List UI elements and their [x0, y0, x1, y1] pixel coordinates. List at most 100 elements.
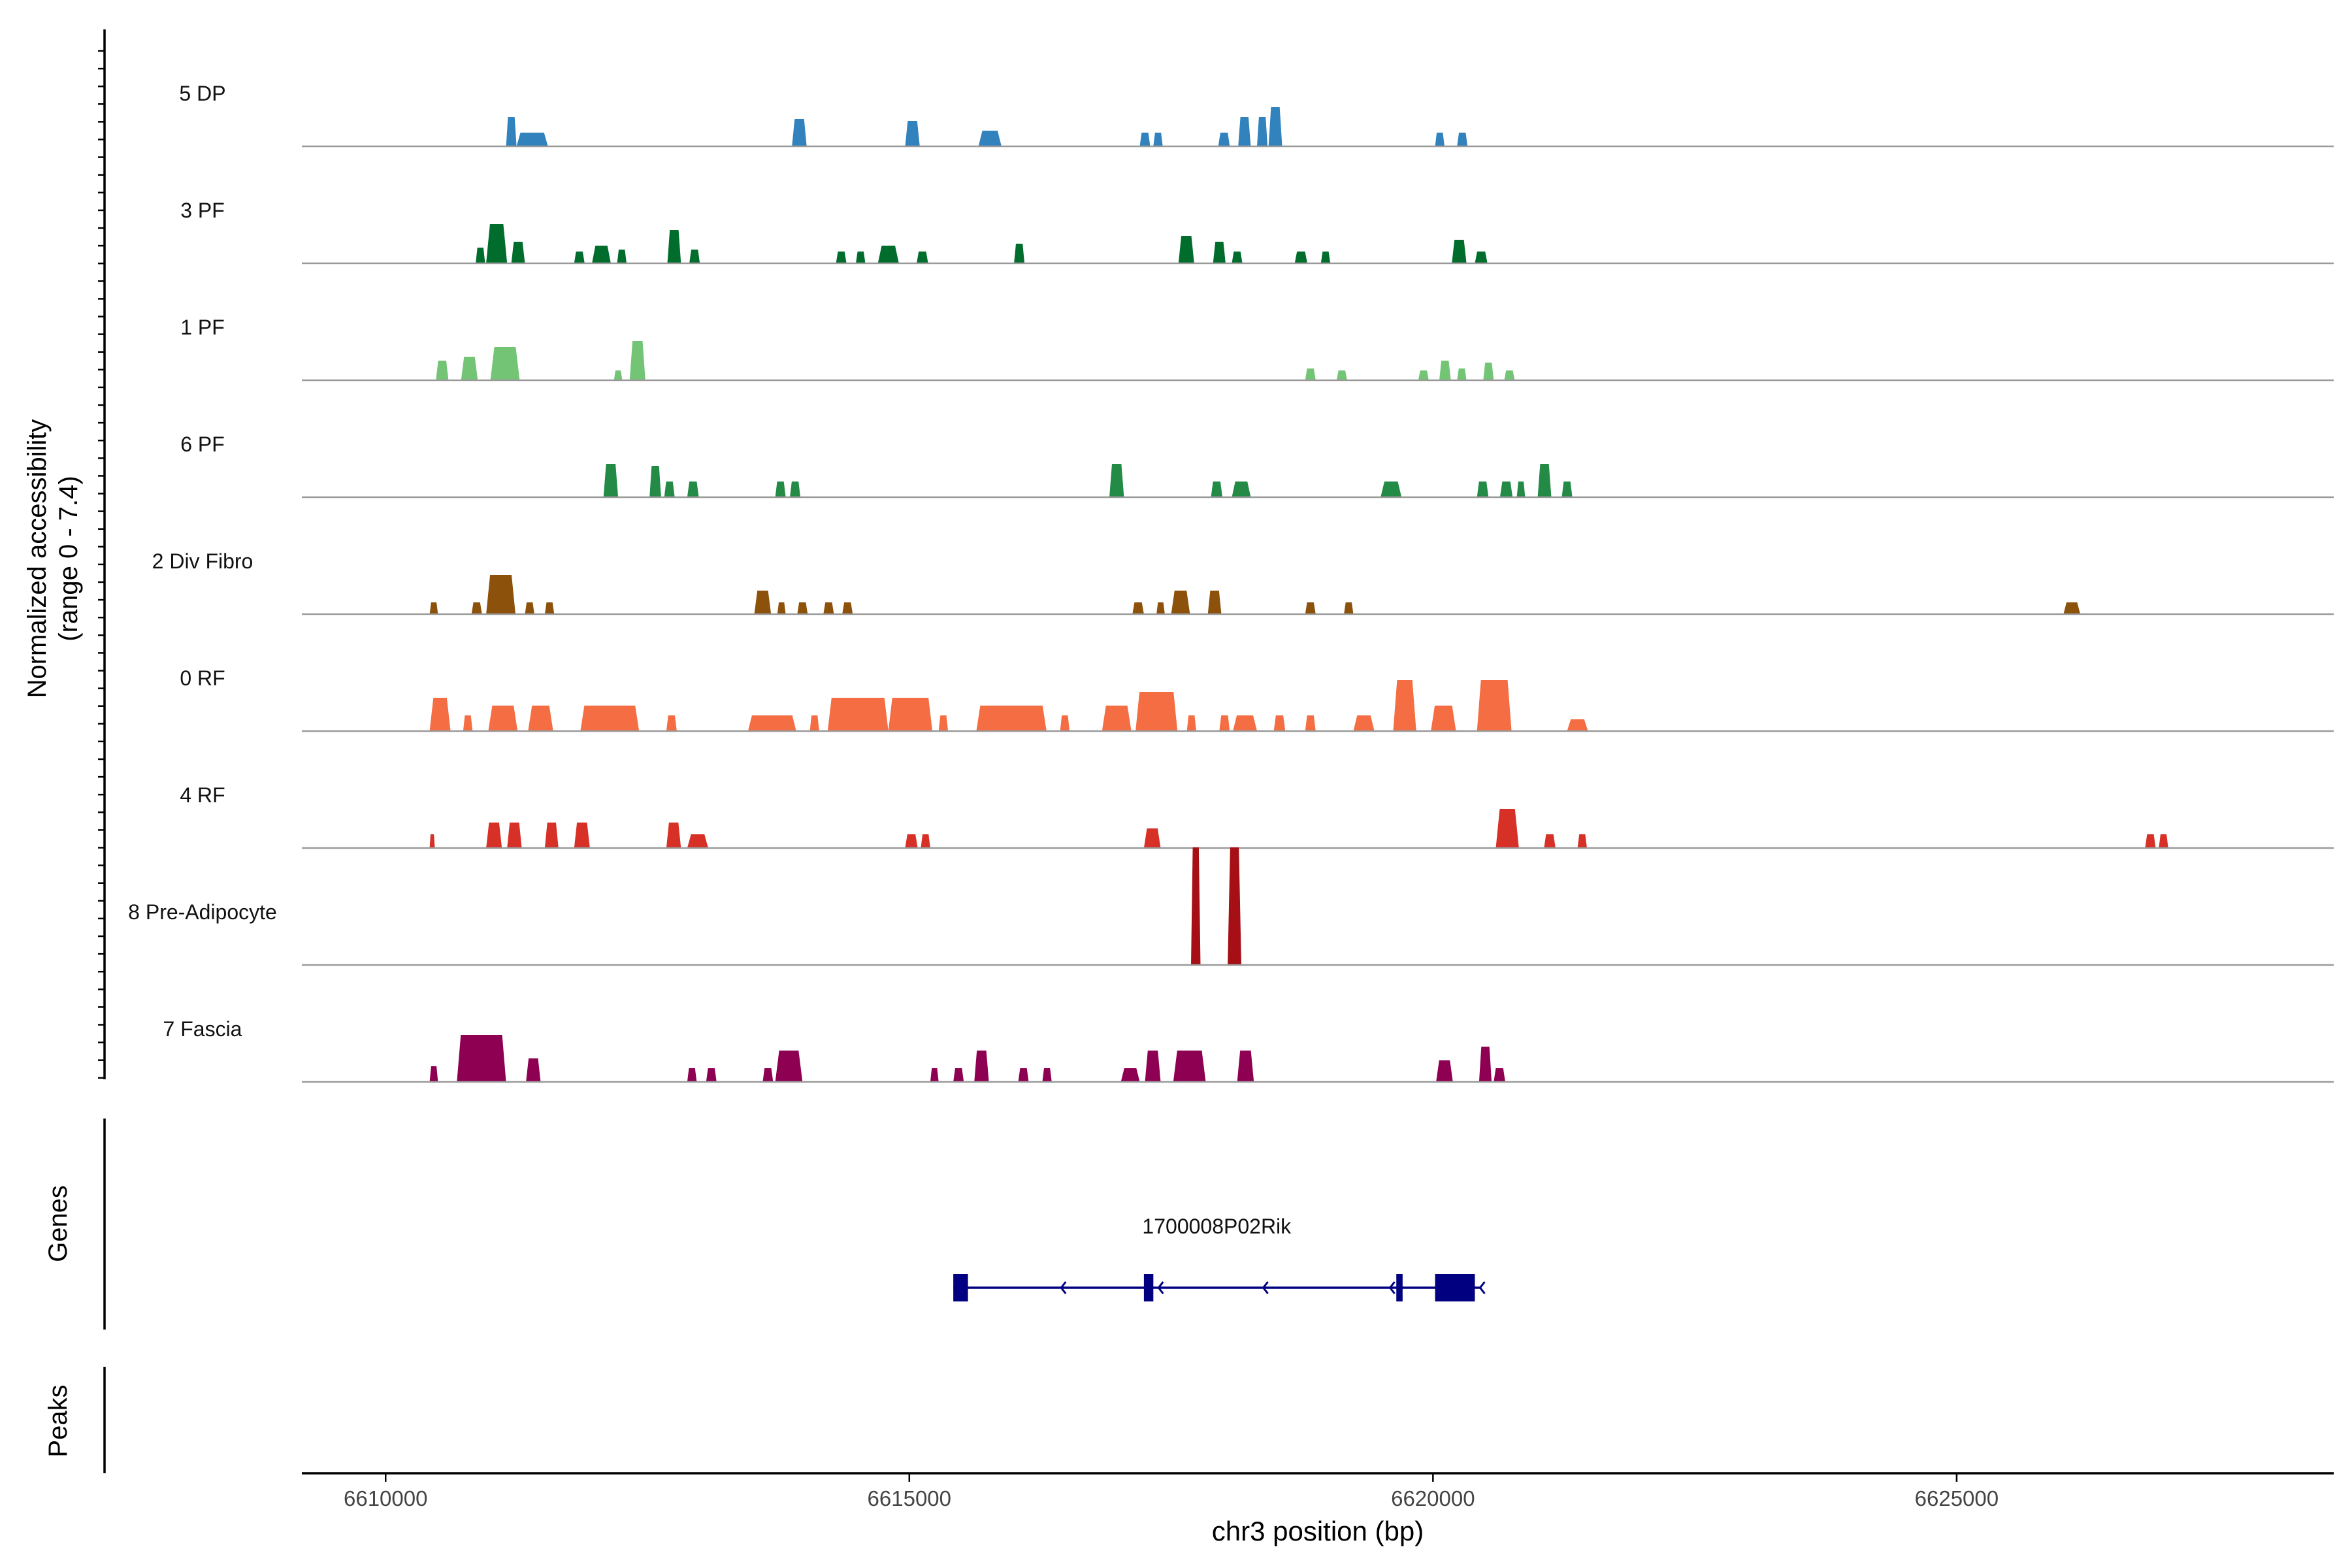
coverage-peak: [544, 602, 555, 614]
coverage-peak: [1305, 715, 1316, 731]
coverage-peak: [436, 361, 449, 380]
coverage-peak: [1567, 719, 1588, 731]
coverage-peak: [1483, 363, 1494, 380]
coverage-peak: [1143, 828, 1161, 848]
coverage-peak: [525, 602, 534, 614]
coverage-peak: [544, 823, 559, 848]
x-tick-label: 6615000: [868, 1486, 951, 1511]
coverage-peak: [888, 698, 933, 731]
track-label: 3 PF: [180, 199, 225, 222]
coverage-peak: [1457, 133, 1468, 146]
coverage-peak: [1232, 252, 1243, 263]
coverage-peak: [1494, 1068, 1505, 1082]
coverage-peak: [429, 834, 435, 848]
coverage-peak: [905, 834, 918, 848]
coverage-peak: [976, 706, 1047, 731]
coverage-peak: [490, 347, 520, 380]
coverage-peak: [1561, 482, 1573, 497]
coverage-peak: [592, 246, 611, 263]
coverage-peak: [1139, 133, 1151, 146]
coverage-peak: [1353, 715, 1375, 731]
coverage-peak: [797, 602, 808, 614]
coverage-peak: [1228, 847, 1241, 965]
coverage-peak: [506, 117, 517, 146]
coverage-peak: [1457, 368, 1467, 380]
coverage-peak: [507, 823, 522, 848]
coverage-peak: [2063, 602, 2081, 614]
coverage-peak: [516, 133, 548, 146]
strand-arrow: [1060, 1281, 1067, 1294]
coverage-peak: [1156, 602, 1165, 614]
coverage-peak: [687, 482, 699, 497]
coverage-peak: [1213, 242, 1226, 263]
gene-exon: [1143, 1274, 1154, 1301]
coverage-peak: [1380, 482, 1402, 497]
coverage-peak: [1014, 244, 1025, 263]
coverage-peak: [461, 357, 478, 380]
y-axis-ticks: [98, 50, 105, 1079]
coverage-peak: [790, 482, 801, 497]
coverage-peak: [603, 464, 619, 497]
track-1-pf: 1 PF: [180, 316, 2334, 382]
coverage-peak: [486, 224, 508, 263]
coverage-peak: [463, 715, 473, 731]
coverage-peak: [809, 715, 819, 731]
coverage-peak: [629, 341, 645, 380]
track-5-dp: 5 DP: [179, 82, 2334, 148]
track-label: 5 DP: [179, 82, 225, 105]
x-tick-label: 6610000: [344, 1486, 427, 1511]
coverage-peak: [1207, 591, 1222, 614]
coverage-peak: [1495, 809, 1519, 848]
coverage-peak: [471, 602, 482, 614]
coverage-peak: [1273, 715, 1286, 731]
gene-layer: [953, 1274, 1486, 1301]
track-6-pf: 6 PF: [180, 433, 2334, 498]
track-8-pre-adipocyte: 8 Pre-Adipocyte: [128, 847, 2334, 966]
coverage-peak: [664, 482, 675, 497]
coverage-peak: [1257, 117, 1268, 146]
coverage-peak: [1439, 361, 1451, 380]
coverage-peak: [613, 370, 623, 380]
coverage-peak: [1305, 602, 1316, 614]
coverage-peak: [687, 834, 708, 848]
peaks-panel-label: Peaks: [44, 1384, 73, 1457]
coverage-peak: [1344, 602, 1354, 614]
coverage-peak: [754, 591, 772, 614]
coverage-peak: [1431, 706, 1456, 731]
coverage-peak: [1102, 706, 1132, 731]
gene-exon: [953, 1274, 968, 1301]
track-label: 4 RF: [180, 783, 225, 807]
coverage-peak: [921, 834, 930, 848]
track-7-fascia: 7 Fascia: [163, 1017, 2334, 1083]
coverage-peak: [1516, 482, 1526, 497]
coverage-peak: [747, 715, 796, 731]
strand-arrow: [1262, 1281, 1269, 1294]
coverage-peak: [1191, 847, 1201, 965]
coverage-peak: [1018, 1068, 1029, 1082]
coverage-peak: [1173, 1051, 1206, 1082]
coverage-peak: [762, 1068, 774, 1082]
coverage-peak: [667, 230, 681, 263]
coverage-peak: [526, 1058, 541, 1082]
coverage-peak: [836, 252, 847, 263]
track-3-pf: 3 PF: [180, 199, 2334, 265]
y-axis-label-line1: Normalized accessibility: [23, 419, 52, 698]
strand-arrow: [1478, 1281, 1486, 1294]
coverage-peak: [1436, 1060, 1453, 1082]
coverage-peak: [1132, 602, 1144, 614]
coverage-peak: [905, 121, 920, 146]
tracks-layer: 5 DP 3 PF 1 PF 6 PF 2 Div Fibro 0 RF 4 RF 8 Pre…: [128, 82, 2334, 1083]
coverage-peak: [1478, 1047, 1492, 1082]
coverage-peak: [1477, 680, 1512, 731]
track-label: 0 RF: [180, 666, 225, 690]
genes-panel-label: Genes: [44, 1185, 73, 1262]
coverage-peak: [917, 252, 928, 263]
gene-name-label: 1700008P02Rik: [1142, 1215, 1292, 1238]
coverage-peak: [574, 252, 585, 263]
track-label: 8 Pre-Adipocyte: [128, 900, 277, 924]
coverage-peak: [429, 1066, 438, 1082]
coverage-peak: [1477, 482, 1489, 497]
strand-arrow: [1388, 1281, 1396, 1294]
coverage-peak: [666, 715, 677, 731]
track-label: 2 Div Fibro: [152, 549, 253, 573]
